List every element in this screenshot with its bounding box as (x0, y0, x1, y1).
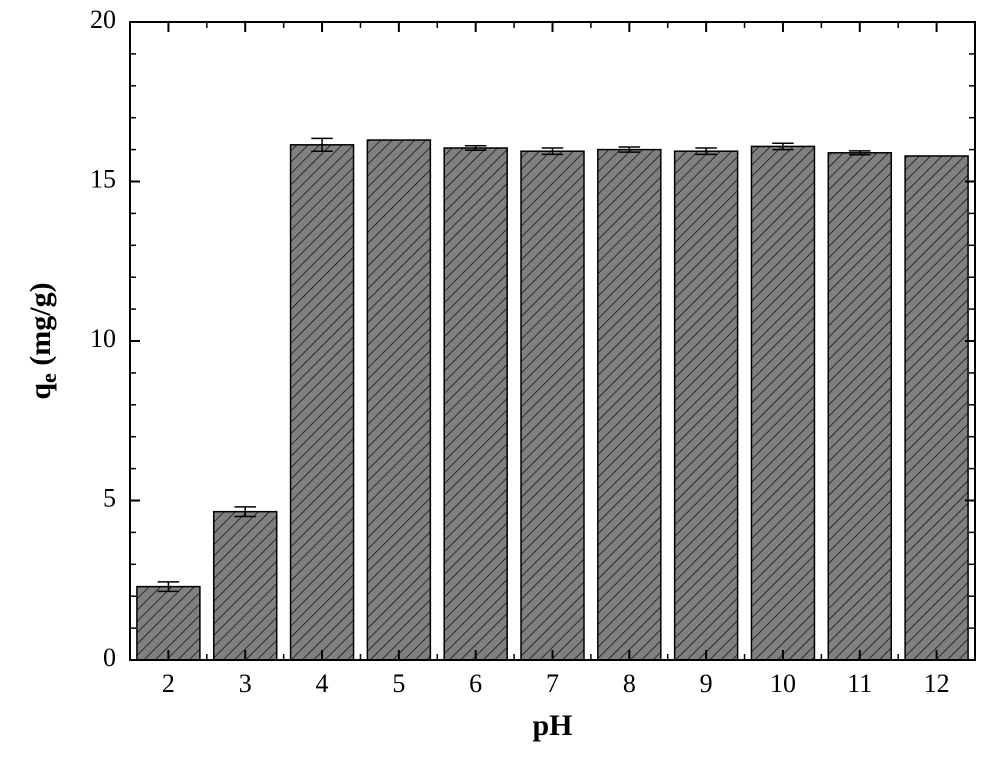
y-axis-label: qe (mg/g) (24, 282, 61, 399)
x-tick-label: 4 (316, 669, 329, 698)
y-tick-label: 15 (90, 164, 116, 193)
y-tick-label: 20 (90, 5, 116, 34)
x-tick-label: 11 (847, 669, 872, 698)
bar (598, 150, 661, 660)
bar (444, 148, 507, 660)
x-axis-label: pH (532, 709, 572, 742)
x-tick-label: 3 (239, 669, 252, 698)
bar (521, 151, 584, 660)
x-tick-label: 10 (770, 669, 796, 698)
x-tick-label: 5 (392, 669, 405, 698)
chart-container: 0 5 10 15 20 2 3 4 5 6 7 8 9 10 11 12 qe (mg/g) pH (0, 0, 1000, 758)
x-tick-label: 12 (924, 669, 950, 698)
bar (675, 151, 738, 660)
bar-chart: 0 5 10 15 20 2 3 4 5 6 7 8 9 10 11 12 qe (mg/g) pH (0, 0, 1000, 758)
bar (367, 140, 430, 660)
x-tick-label: 7 (546, 669, 559, 698)
bar (291, 145, 354, 660)
y-tick-label: 5 (103, 483, 116, 512)
x-tick-label: 9 (700, 669, 713, 698)
bar (137, 587, 200, 660)
y-tick-label: 0 (103, 643, 116, 672)
x-tick-label: 2 (162, 669, 175, 698)
x-tick-label: 8 (623, 669, 636, 698)
x-tick-label: 6 (469, 669, 482, 698)
bar (828, 153, 891, 660)
bar (751, 146, 814, 660)
y-tick-label: 10 (90, 324, 116, 353)
bar (905, 156, 968, 660)
bar (214, 512, 277, 660)
